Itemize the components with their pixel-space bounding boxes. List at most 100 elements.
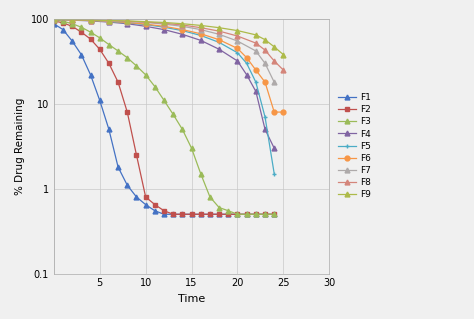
F3 bbox=[60, 19, 66, 23]
F8 bbox=[161, 21, 167, 25]
F1 bbox=[235, 212, 240, 216]
F7 bbox=[51, 18, 56, 21]
F1 bbox=[198, 212, 204, 216]
F5 bbox=[235, 51, 240, 55]
F8 bbox=[281, 68, 286, 72]
F4 bbox=[125, 22, 130, 26]
F8 bbox=[235, 34, 240, 38]
F1 bbox=[207, 212, 213, 216]
F6 bbox=[180, 28, 185, 32]
F3 bbox=[134, 64, 139, 68]
F2 bbox=[244, 212, 249, 216]
F1 bbox=[170, 212, 176, 216]
F4 bbox=[216, 47, 222, 51]
F5 bbox=[198, 33, 204, 37]
F3 bbox=[226, 209, 231, 213]
F5 bbox=[88, 19, 93, 22]
F7 bbox=[143, 20, 148, 24]
F5 bbox=[125, 21, 130, 25]
F5 bbox=[143, 23, 148, 26]
F4 bbox=[143, 24, 148, 28]
F9 bbox=[262, 38, 268, 42]
F7 bbox=[198, 28, 204, 32]
F8 bbox=[51, 18, 56, 21]
F1 bbox=[88, 73, 93, 77]
F8 bbox=[262, 48, 268, 52]
F1 bbox=[106, 128, 112, 131]
F2 bbox=[216, 212, 222, 216]
X-axis label: Time: Time bbox=[178, 294, 205, 304]
Line: F6: F6 bbox=[51, 17, 286, 115]
F6 bbox=[272, 110, 277, 114]
Line: F8: F8 bbox=[51, 17, 286, 72]
F2 bbox=[125, 110, 130, 114]
F3 bbox=[51, 18, 56, 22]
Line: F9: F9 bbox=[51, 17, 286, 57]
F1 bbox=[79, 53, 84, 56]
F7 bbox=[69, 18, 75, 22]
F9 bbox=[143, 20, 148, 24]
F6 bbox=[69, 18, 75, 22]
F9 bbox=[272, 45, 277, 49]
F1 bbox=[134, 195, 139, 199]
F1 bbox=[115, 165, 121, 169]
F3 bbox=[143, 73, 148, 77]
F3 bbox=[161, 99, 167, 102]
F3 bbox=[88, 30, 93, 34]
F3 bbox=[152, 85, 158, 88]
F9 bbox=[235, 29, 240, 33]
F4 bbox=[180, 33, 185, 36]
F4 bbox=[262, 128, 268, 131]
F8 bbox=[180, 23, 185, 27]
F4 bbox=[253, 90, 259, 93]
F1 bbox=[226, 212, 231, 216]
F2 bbox=[51, 19, 56, 23]
F5 bbox=[262, 115, 268, 119]
F5 bbox=[69, 18, 75, 22]
F2 bbox=[198, 212, 204, 216]
F7 bbox=[125, 20, 130, 24]
F2 bbox=[97, 47, 102, 51]
Line: F4: F4 bbox=[51, 17, 277, 151]
F2 bbox=[143, 195, 148, 199]
F4 bbox=[51, 18, 56, 21]
F9 bbox=[180, 22, 185, 26]
F2 bbox=[272, 212, 277, 216]
Line: F7: F7 bbox=[51, 17, 277, 85]
F3 bbox=[115, 49, 121, 53]
F3 bbox=[125, 56, 130, 60]
F8 bbox=[88, 18, 93, 22]
F3 bbox=[189, 146, 194, 150]
F4 bbox=[198, 39, 204, 42]
F1 bbox=[97, 99, 102, 102]
F5 bbox=[106, 20, 112, 24]
F3 bbox=[69, 22, 75, 26]
F7 bbox=[235, 39, 240, 43]
Line: F2: F2 bbox=[51, 19, 277, 217]
F4 bbox=[69, 18, 75, 22]
F6 bbox=[281, 110, 286, 114]
F2 bbox=[226, 212, 231, 216]
F2 bbox=[152, 203, 158, 206]
F7 bbox=[161, 22, 167, 26]
F7 bbox=[180, 24, 185, 28]
F7 bbox=[272, 80, 277, 84]
F3 bbox=[253, 212, 259, 216]
F3 bbox=[97, 36, 102, 40]
F8 bbox=[106, 19, 112, 22]
F3 bbox=[244, 212, 249, 216]
F8 bbox=[143, 20, 148, 24]
F7 bbox=[106, 19, 112, 23]
F8 bbox=[216, 29, 222, 33]
F2 bbox=[115, 80, 121, 84]
F2 bbox=[161, 209, 167, 213]
Legend: F1, F2, F3, F4, F5, F6, F7, F8, F9: F1, F2, F3, F4, F5, F6, F7, F8, F9 bbox=[337, 91, 373, 201]
F2 bbox=[170, 212, 176, 216]
F6 bbox=[253, 68, 259, 72]
F2 bbox=[207, 212, 213, 216]
F3 bbox=[272, 212, 277, 216]
F2 bbox=[60, 21, 66, 25]
F7 bbox=[88, 18, 93, 22]
F6 bbox=[51, 18, 56, 21]
F9 bbox=[51, 18, 56, 21]
